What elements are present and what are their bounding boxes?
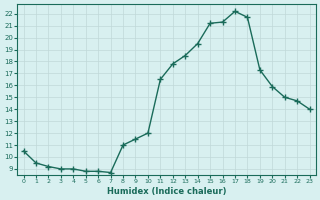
X-axis label: Humidex (Indice chaleur): Humidex (Indice chaleur) bbox=[107, 187, 226, 196]
